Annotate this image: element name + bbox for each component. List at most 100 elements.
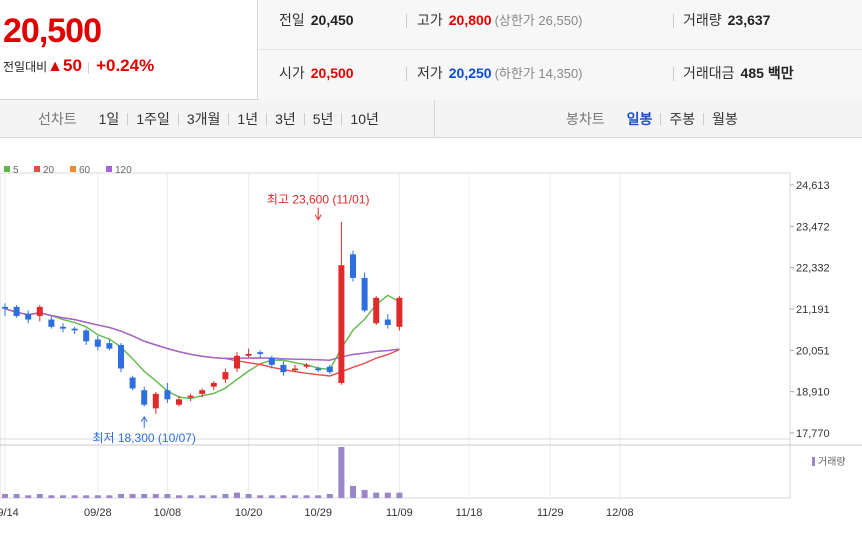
legend-swatch <box>106 166 112 172</box>
y-tick-label: 21,191 <box>796 304 830 316</box>
x-tick-label: 11/18 <box>456 507 483 519</box>
legend-label: 5 <box>13 165 19 176</box>
y-tick-label: 24,613 <box>796 180 830 192</box>
x-tick-label: 11/09 <box>386 507 413 519</box>
volume-bar <box>292 495 298 498</box>
candle-body <box>350 254 356 278</box>
y-tick-label: 18,910 <box>796 387 830 399</box>
volume-bar <box>257 495 264 498</box>
stat-separator <box>406 14 407 28</box>
volume-bar <box>384 492 391 498</box>
candle-body <box>176 399 182 405</box>
stat-low-value: 20,250 <box>448 65 492 81</box>
tab-period-10y[interactable]: 10년 <box>341 112 386 126</box>
candle-body <box>245 353 252 356</box>
y-tick-label: 17,770 <box>796 428 830 440</box>
volume-bars <box>2 447 403 498</box>
stat-amount-value: 485 <box>740 65 764 81</box>
tab-period-3m[interactable]: 3개월 <box>177 112 229 126</box>
y-tick-label: 20,051 <box>796 345 830 357</box>
candle-body <box>257 352 264 354</box>
volume-bar <box>222 493 229 498</box>
volume-bar <box>118 493 124 498</box>
stat-prev: 전일 20,450 <box>279 10 354 30</box>
x-tick-label: 09/14 <box>0 507 19 519</box>
tab-candle-daily[interactable]: 일봉 <box>626 111 653 127</box>
price-box: 20,500 전일대비▲50 | +0.24% <box>0 0 258 100</box>
stat-separator <box>673 14 674 28</box>
plot-frame <box>0 172 791 446</box>
candle-body <box>373 297 380 324</box>
volume-bar <box>396 492 403 498</box>
candles <box>2 221 403 414</box>
change-percent: +0.24% <box>96 56 155 75</box>
volume-bar <box>2 493 8 498</box>
volume-bar <box>83 495 90 498</box>
stat-open-label: 시가 <box>279 65 305 81</box>
legend-label: 60 <box>79 165 91 176</box>
x-tick-label: 10/08 <box>154 507 182 519</box>
change-label: 전일대비 <box>3 60 48 74</box>
volume-bar <box>106 495 113 498</box>
date-axis: 09/14 09/28 10/08 10/20 10/29 11/09 11/18 11/29… <box>0 507 634 519</box>
legend-label: 20 <box>43 165 55 176</box>
stat-volume-label: 거래량 <box>683 12 722 28</box>
candle-chart-label: 봉차트 <box>566 111 605 127</box>
legend-label: 120 <box>115 165 132 176</box>
stat-prev-label: 전일 <box>279 12 305 28</box>
candle-body <box>83 330 90 342</box>
candle-body <box>292 368 298 371</box>
candle-body <box>222 372 229 380</box>
tab-period-3y[interactable]: 3년 <box>266 112 304 126</box>
x-tick-label: 11/29 <box>537 507 564 519</box>
stat-separator <box>673 67 674 81</box>
volume-bar <box>326 493 333 498</box>
volume-bar <box>129 493 136 498</box>
stat-volume: 거래량 23,637 <box>683 10 770 30</box>
volume-bar <box>36 493 43 498</box>
candle-body <box>94 339 101 347</box>
x-tick-label: 10/29 <box>304 507 332 519</box>
volume-legend-swatch <box>812 457 815 466</box>
volume-bar <box>280 495 287 498</box>
tabs-divider <box>434 100 435 138</box>
x-tick-label: 12/08 <box>606 507 634 519</box>
quote-header: 20,500 전일대비▲50 | +0.24% 전일 20,450 고가 20,800(… <box>0 0 862 100</box>
stats-panel: 전일 20,450 고가 20,800 (상한가 26,550) 거래량 23,637 … <box>259 0 862 100</box>
tab-candle-weekly[interactable]: 주봉 <box>660 112 703 126</box>
tab-period-1d[interactable]: 1일 <box>98 111 120 127</box>
stat-high-label: 고가 <box>417 12 443 28</box>
chart-grid <box>0 172 862 499</box>
chart-tabs: 선차트 1일 1주일 3개월 1년 3년 5년 10년 봉차트 일봉 주봉 월봉 <box>0 100 862 138</box>
y-tick-label: 22,332 <box>796 263 830 275</box>
candle-body <box>129 377 136 389</box>
period-tabs: 선차트 1일 1주일 3개월 1년 3년 5년 10년 <box>38 100 387 138</box>
candle-body <box>280 364 287 373</box>
stat-upper-limit: (상한가 26,550) <box>494 13 583 28</box>
candle-body <box>25 314 32 320</box>
candle-body <box>187 395 194 398</box>
volume-bar <box>48 495 55 498</box>
volume-bar <box>71 495 78 498</box>
x-tick-label: 09/28 <box>84 507 112 519</box>
volume-bar <box>187 495 194 498</box>
stat-prev-value: 20,450 <box>310 12 354 28</box>
change-value: 50 <box>63 56 82 75</box>
candle-body <box>338 265 345 383</box>
volume-bar <box>141 493 148 498</box>
stat-amount: 거래대금 485 백만 <box>683 63 794 83</box>
ma-line-120 <box>4 308 400 361</box>
candle-body <box>106 343 113 349</box>
candle-body <box>141 390 148 405</box>
price-axis: 24,613 23,472 22,332 21,191 20,051 18,910 17,7… <box>790 180 830 440</box>
stats-divider <box>259 49 862 50</box>
tab-period-1w[interactable]: 1주일 <box>127 112 178 126</box>
legend-swatch <box>34 166 40 172</box>
tab-candle-monthly[interactable]: 월봉 <box>703 112 746 126</box>
candle-body <box>268 357 275 365</box>
tab-period-1y[interactable]: 1년 <box>228 112 266 126</box>
candle-body <box>303 364 310 367</box>
tab-period-5y[interactable]: 5년 <box>303 112 342 126</box>
stat-lower-limit: (하한가 14,350) <box>494 66 583 81</box>
ma-legend: 5 20 60 120 거래량 <box>4 165 846 468</box>
